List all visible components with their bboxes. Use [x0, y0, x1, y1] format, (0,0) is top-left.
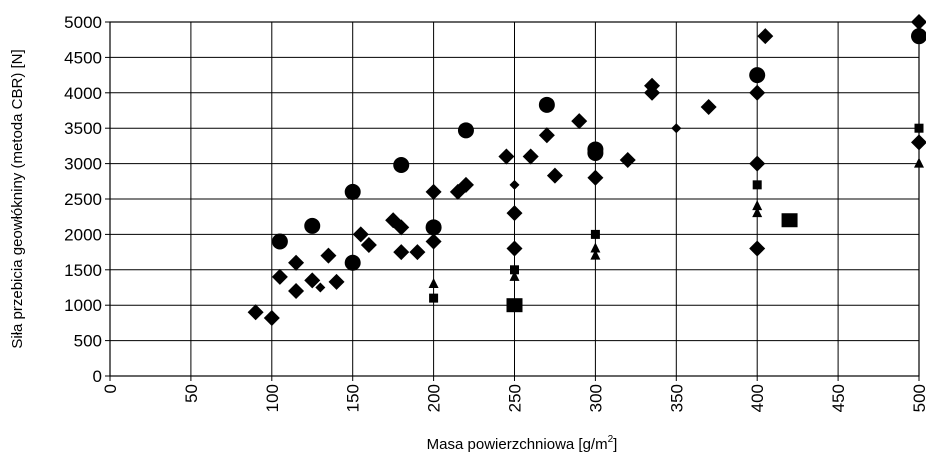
circle-point	[538, 96, 555, 113]
diamond-point	[749, 155, 766, 172]
diamond-point	[393, 219, 410, 236]
circle-point	[457, 122, 474, 139]
diamond-point	[360, 237, 377, 254]
y-axis-ticks: 0 500 1000 1500 2000 2500 3000 3500 4000 4500 5000	[64, 13, 110, 386]
circle-point	[344, 183, 361, 200]
diamond-point	[749, 240, 766, 257]
y-tick-label: 4500	[64, 48, 102, 67]
diamond-point	[457, 176, 474, 193]
triangle-point	[752, 200, 763, 211]
grid	[109, 21, 920, 377]
y-tick-label: 2000	[64, 225, 102, 244]
diamond-point	[425, 183, 442, 200]
diamond-point	[247, 304, 264, 321]
square-point	[510, 265, 519, 275]
circle-point	[749, 67, 766, 84]
diamond-point	[538, 127, 555, 144]
diamond-point	[288, 254, 305, 271]
y-tick-label: 3500	[64, 119, 102, 138]
x-tick-label: 350	[667, 384, 686, 412]
x-tick-label: 300	[586, 384, 605, 412]
y-tick-label: 1000	[64, 296, 102, 315]
y-axis-title: Siła przebicia geowłókniny (metoda CBR) …	[9, 49, 26, 348]
big-square-point	[781, 213, 798, 228]
diamond-point	[546, 167, 563, 184]
x-tick-label: 500	[910, 384, 926, 412]
x-tick-label: 100	[263, 384, 282, 412]
y-tick-label: 5000	[64, 13, 102, 32]
diamond-point	[522, 148, 539, 165]
triangle-point	[428, 277, 439, 288]
diamond-point	[587, 169, 604, 186]
diamond-point	[749, 84, 766, 101]
data-points	[247, 14, 926, 326]
y-tick-label: 2500	[64, 190, 102, 209]
diamond-point	[288, 283, 305, 300]
circle-point	[344, 254, 361, 271]
diamond-point	[644, 84, 661, 101]
big-square-point	[506, 298, 523, 313]
diamond-point	[409, 244, 426, 261]
square-point	[429, 293, 439, 303]
diamond-point	[304, 272, 321, 289]
triangle-point	[590, 249, 601, 260]
x-axis-title: Masa powierzchniowa [g/m2]	[427, 434, 618, 453]
small-diamond-point	[671, 123, 682, 134]
small-diamond-point	[315, 282, 326, 293]
small-diamond-point	[509, 179, 520, 190]
diamond-point	[757, 28, 774, 45]
diamond-point	[320, 247, 337, 264]
diamond-point	[571, 113, 588, 130]
square-point	[590, 229, 600, 239]
triangle-point	[752, 207, 763, 218]
x-tick-label: 400	[748, 384, 767, 412]
circle-point	[587, 144, 604, 161]
x-axis-ticks: 0 50 100 150 200 250 300 350 400 450 500	[101, 376, 926, 412]
x-tick-label: 150	[344, 384, 363, 412]
x-tick-label: 50	[182, 384, 201, 403]
circle-point	[393, 157, 410, 174]
diamond-point	[271, 268, 288, 285]
y-tick-label: 1500	[64, 261, 102, 280]
triangle-point	[509, 270, 520, 281]
diamond-point	[498, 148, 515, 165]
x-tick-label: 200	[425, 384, 444, 412]
triangle-point	[590, 242, 601, 253]
diamond-point	[506, 205, 523, 222]
diamond-point	[619, 152, 636, 169]
diamond-point	[328, 273, 345, 290]
diamond-point	[506, 240, 523, 257]
x-tick-label: 450	[829, 384, 848, 412]
x-tick-label: 0	[101, 384, 120, 393]
square-point	[752, 180, 762, 190]
circle-point	[425, 219, 442, 236]
diamond-point	[352, 226, 369, 243]
diamond-point	[425, 233, 442, 250]
y-tick-label: 3000	[64, 155, 102, 174]
diamond-point	[700, 98, 717, 115]
y-tick-label: 500	[74, 332, 102, 351]
x-tick-label: 250	[506, 384, 525, 412]
diamond-point	[263, 309, 280, 326]
diamond-point	[393, 244, 410, 261]
circle-point	[271, 233, 288, 250]
y-tick-label: 0	[93, 367, 102, 386]
circle-point	[304, 217, 321, 234]
y-tick-label: 4000	[64, 84, 102, 103]
